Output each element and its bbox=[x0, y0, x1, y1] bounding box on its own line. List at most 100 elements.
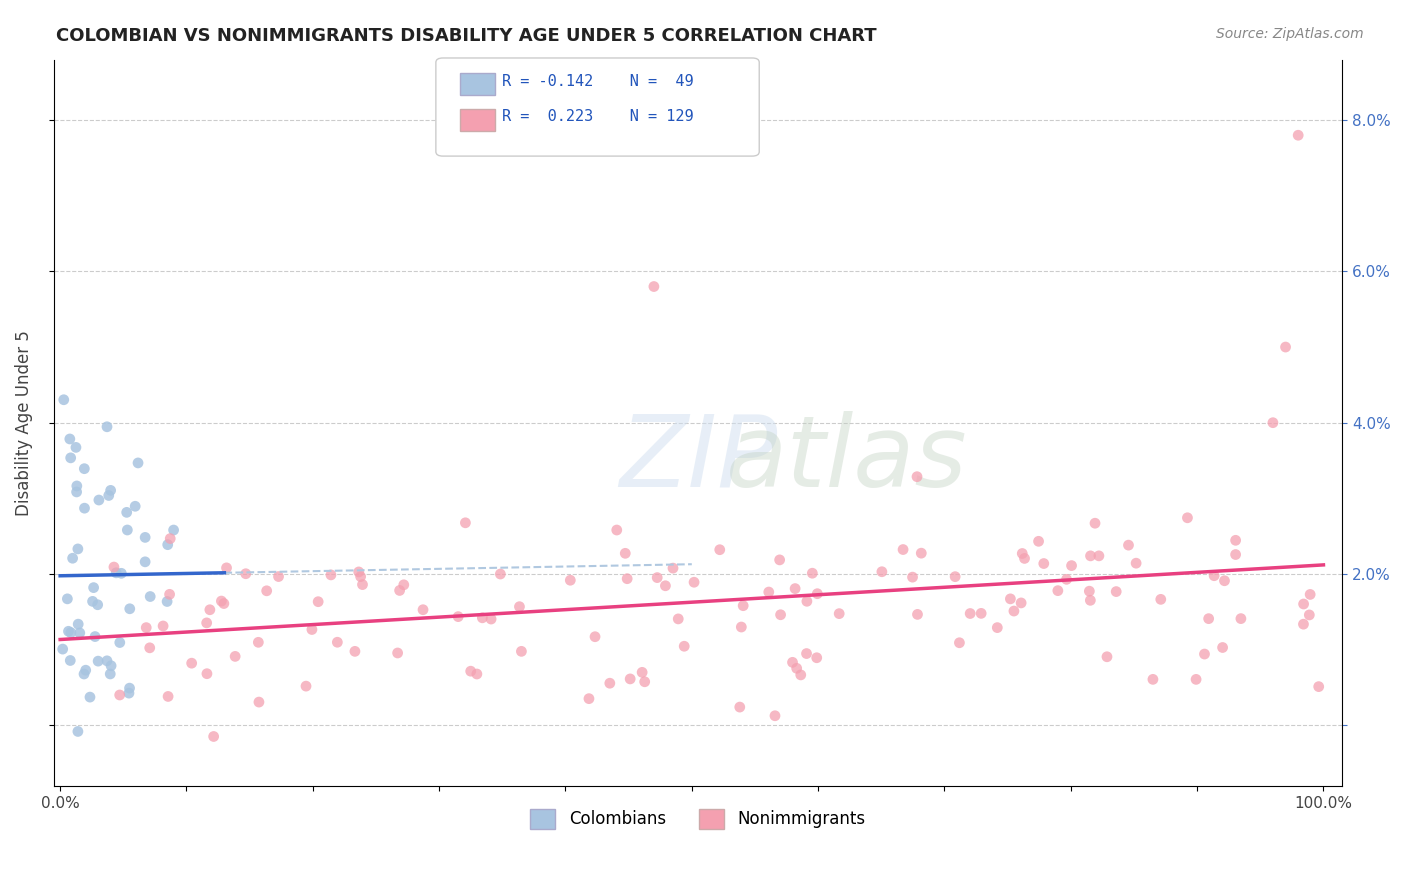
Point bbox=[134, 530, 156, 544]
Point bbox=[98, 667, 121, 681]
Point bbox=[1078, 584, 1101, 599]
Point bbox=[75, 663, 97, 677]
Y-axis label: Disability Age Under 5: Disability Age Under 5 bbox=[15, 330, 32, 516]
Point bbox=[645, 571, 668, 585]
Point bbox=[785, 582, 807, 596]
Point bbox=[62, 551, 84, 566]
Point bbox=[1274, 340, 1296, 354]
Point bbox=[1105, 584, 1128, 599]
Point bbox=[87, 493, 110, 508]
Point bbox=[905, 469, 928, 483]
Point bbox=[202, 730, 225, 744]
Point bbox=[454, 516, 477, 530]
Point bbox=[643, 279, 665, 293]
Point bbox=[730, 620, 752, 634]
Point bbox=[1150, 592, 1173, 607]
Point bbox=[195, 615, 218, 630]
Point bbox=[578, 691, 600, 706]
Text: atlas: atlas bbox=[725, 410, 967, 508]
Point bbox=[1225, 533, 1247, 548]
Point bbox=[349, 569, 371, 583]
Point bbox=[59, 432, 82, 446]
Point bbox=[1230, 612, 1253, 626]
Point bbox=[1299, 587, 1322, 601]
Point bbox=[134, 555, 156, 569]
Point bbox=[1213, 574, 1236, 588]
Point bbox=[127, 456, 149, 470]
Point bbox=[387, 646, 409, 660]
Point bbox=[100, 483, 122, 498]
Point bbox=[247, 695, 270, 709]
Point bbox=[115, 505, 138, 519]
Point bbox=[157, 690, 180, 704]
Point bbox=[73, 461, 96, 475]
Point bbox=[970, 607, 993, 621]
Point bbox=[1298, 607, 1320, 622]
Point bbox=[1000, 591, 1022, 606]
Text: COLOMBIAN VS NONIMMIGRANTS DISABILITY AGE UNDER 5 CORRELATION CHART: COLOMBIAN VS NONIMMIGRANTS DISABILITY AG… bbox=[56, 27, 877, 45]
Point bbox=[79, 690, 101, 705]
Point bbox=[69, 626, 91, 640]
Legend: Colombians, Nonimmigrants: Colombians, Nonimmigrants bbox=[524, 802, 872, 836]
Point bbox=[156, 538, 179, 552]
Point bbox=[52, 392, 75, 407]
Point bbox=[758, 585, 780, 599]
Point bbox=[96, 419, 118, 434]
Point bbox=[1286, 128, 1309, 143]
Point bbox=[138, 640, 160, 655]
Point bbox=[510, 644, 533, 658]
Point bbox=[307, 595, 329, 609]
Point bbox=[1095, 649, 1118, 664]
Point bbox=[73, 501, 96, 516]
Point bbox=[108, 688, 131, 702]
Point bbox=[666, 612, 689, 626]
Point bbox=[782, 656, 804, 670]
Point bbox=[66, 479, 89, 493]
Point bbox=[634, 674, 657, 689]
Point bbox=[1292, 617, 1315, 632]
Point bbox=[683, 575, 706, 590]
Point bbox=[907, 607, 929, 622]
Point bbox=[662, 561, 685, 575]
Point bbox=[67, 617, 90, 632]
Point bbox=[156, 594, 179, 608]
Point bbox=[1046, 583, 1069, 598]
Point bbox=[108, 635, 131, 649]
Text: Source: ZipAtlas.com: Source: ZipAtlas.com bbox=[1216, 27, 1364, 41]
Point bbox=[1225, 548, 1247, 562]
Point bbox=[110, 566, 132, 581]
Point bbox=[583, 630, 606, 644]
Point bbox=[392, 578, 415, 592]
Point bbox=[1056, 572, 1078, 586]
Point bbox=[606, 523, 628, 537]
Point bbox=[65, 484, 87, 499]
Point bbox=[84, 630, 107, 644]
Point bbox=[769, 607, 792, 622]
Point bbox=[508, 599, 530, 614]
Point bbox=[489, 567, 512, 582]
Point bbox=[806, 650, 828, 665]
Point bbox=[118, 686, 141, 700]
Point bbox=[65, 441, 87, 455]
Point bbox=[66, 541, 89, 556]
Point bbox=[1002, 604, 1025, 618]
Point bbox=[412, 603, 434, 617]
Point bbox=[212, 597, 235, 611]
Point bbox=[948, 636, 970, 650]
Point bbox=[673, 639, 696, 653]
Point bbox=[1080, 549, 1102, 563]
Point bbox=[1084, 516, 1107, 531]
Point bbox=[195, 666, 218, 681]
Point bbox=[1292, 597, 1315, 611]
Point bbox=[599, 676, 621, 690]
Point bbox=[97, 488, 120, 502]
Point bbox=[560, 573, 582, 587]
Text: R =  0.223    N = 129: R = 0.223 N = 129 bbox=[502, 110, 693, 124]
Point bbox=[1032, 557, 1054, 571]
Point bbox=[59, 653, 82, 667]
Point bbox=[786, 661, 808, 675]
Point bbox=[83, 581, 105, 595]
Point bbox=[460, 664, 482, 678]
Point bbox=[1198, 612, 1220, 626]
Point bbox=[619, 672, 641, 686]
